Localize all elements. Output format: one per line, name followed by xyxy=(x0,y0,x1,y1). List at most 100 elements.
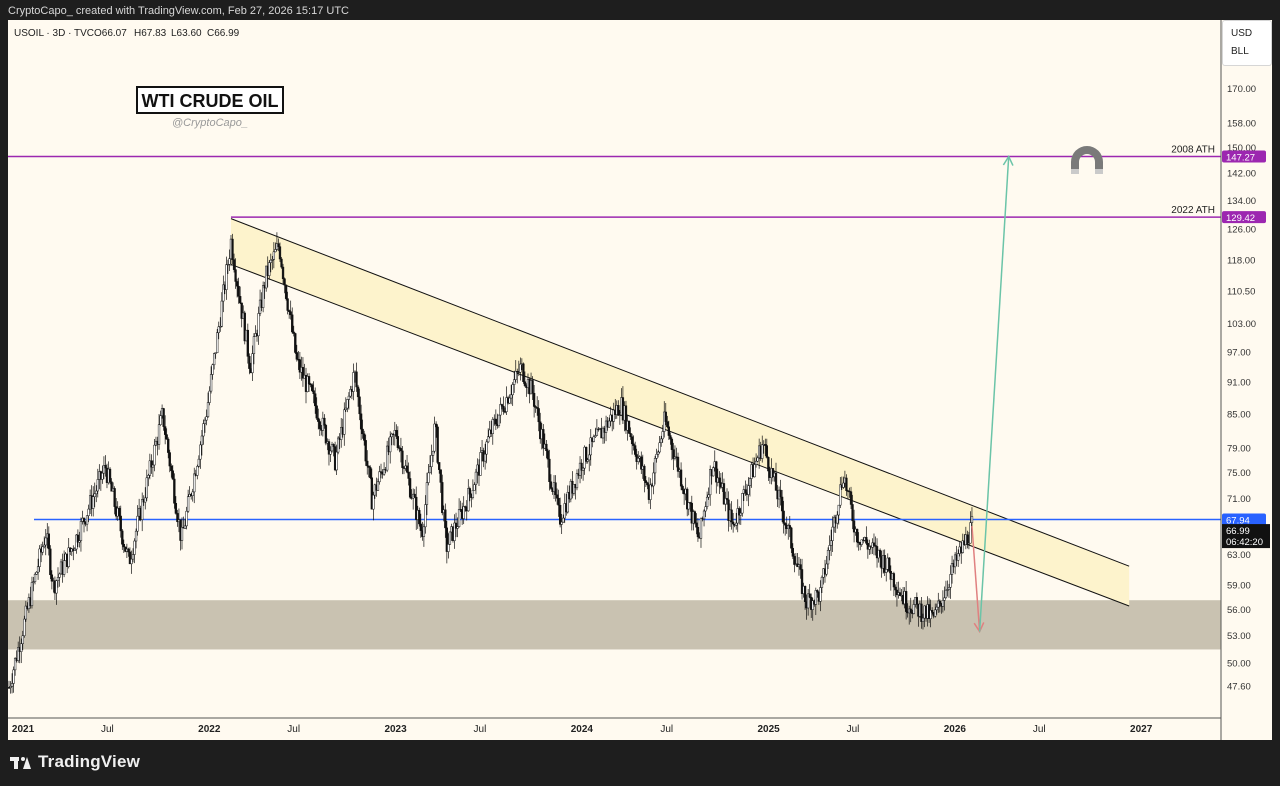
candle-body xyxy=(232,259,236,270)
candle-body xyxy=(327,441,331,455)
candle-body xyxy=(545,443,548,452)
candle-body xyxy=(234,269,237,282)
candle-body xyxy=(38,548,41,567)
candle-body xyxy=(491,419,494,434)
candle-body xyxy=(269,259,272,263)
candle-body xyxy=(170,465,173,471)
candle-body xyxy=(240,302,243,319)
candle-body xyxy=(689,502,692,504)
candle-body xyxy=(310,384,314,391)
ath-label: 2008 ATH xyxy=(1171,145,1215,156)
candle-body xyxy=(724,498,727,505)
candle-body xyxy=(118,507,121,517)
candle-body xyxy=(950,563,954,575)
candle-body xyxy=(748,478,752,486)
chart-title-box xyxy=(136,86,284,114)
candle-body xyxy=(32,581,35,583)
candle-body xyxy=(468,488,471,495)
candle-body xyxy=(888,557,891,572)
candle-body xyxy=(335,451,338,471)
x-tick-label: 2026 xyxy=(944,724,967,735)
candle-body xyxy=(970,516,974,523)
price-chart[interactable]: 47.60 50.00 53.00 56.00 59.00 63.00 71.00 75.00… xyxy=(7,20,1272,740)
candle-body xyxy=(868,546,871,550)
candle-body xyxy=(646,482,649,486)
candle-body xyxy=(235,281,239,287)
candle-body xyxy=(252,336,256,354)
candle-body xyxy=(434,423,438,428)
candle-body xyxy=(566,491,569,513)
candle-body xyxy=(921,617,925,622)
currency-box[interactable]: USD BLL xyxy=(1222,20,1272,66)
candle-body xyxy=(257,313,260,337)
candle-body xyxy=(268,262,271,276)
candle-body xyxy=(261,285,265,308)
candle-body xyxy=(398,447,401,449)
candle-body xyxy=(324,425,328,444)
ohlc-high: H67.83 xyxy=(134,28,167,39)
candle-body xyxy=(36,566,40,573)
y-tick-label: 158.00 xyxy=(1227,119,1256,130)
candle-body xyxy=(286,298,289,311)
candle-body xyxy=(439,469,442,483)
candle-body xyxy=(793,556,796,565)
candle-body xyxy=(425,482,429,505)
candle-body xyxy=(966,534,969,545)
candle-body xyxy=(467,488,470,512)
candle-body xyxy=(718,477,721,483)
price-tag-value: 129.42 xyxy=(1226,213,1255,224)
candle-body xyxy=(167,438,170,453)
up-arrow-head xyxy=(1002,154,1014,166)
candle-body xyxy=(790,527,793,549)
candle-body xyxy=(355,371,358,388)
tradingview-logo[interactable]: TradingView xyxy=(10,752,140,772)
candle-body xyxy=(17,647,20,661)
candle-body xyxy=(707,494,710,498)
y-tick-label: 59.00 xyxy=(1227,581,1251,592)
candle-body xyxy=(329,450,332,455)
candle-body xyxy=(197,458,200,467)
candle-body xyxy=(222,284,225,302)
candle-body xyxy=(725,498,729,501)
candle-body xyxy=(660,438,663,444)
candle-body xyxy=(730,509,733,523)
candle-body xyxy=(627,420,631,434)
candle-body xyxy=(560,521,563,525)
candle-body xyxy=(666,421,669,428)
candle-body xyxy=(200,435,204,446)
candle-body xyxy=(141,499,144,520)
candle-body xyxy=(937,600,940,608)
candle-body xyxy=(546,450,550,460)
candle-body xyxy=(389,436,392,453)
candle-body xyxy=(337,437,340,453)
candle-body xyxy=(739,512,742,516)
channel-lower-line xyxy=(230,263,1130,607)
candle-body xyxy=(483,453,487,462)
channel-upper-line xyxy=(230,218,1130,567)
candle-body xyxy=(588,454,591,461)
candle-body xyxy=(209,374,213,392)
candle-body xyxy=(301,367,305,379)
candle-body xyxy=(292,331,295,334)
candle-body xyxy=(735,522,738,526)
candle-body xyxy=(878,549,882,557)
candle-body xyxy=(101,472,104,480)
candle-body xyxy=(173,478,176,504)
candle-body xyxy=(471,490,475,498)
candle-body xyxy=(211,364,214,375)
candle-body xyxy=(359,413,363,430)
candle-body xyxy=(185,510,188,527)
candle-body xyxy=(499,404,502,416)
candle-body xyxy=(839,484,842,506)
candle-body xyxy=(165,434,168,440)
support-zone xyxy=(8,600,1221,650)
candle-body xyxy=(363,433,366,441)
candle-body xyxy=(699,517,703,539)
candle-body xyxy=(617,405,620,416)
candle-body xyxy=(58,573,61,578)
current-price-tag xyxy=(1222,524,1270,549)
candle-body xyxy=(575,473,579,489)
candle-body xyxy=(644,480,648,484)
chart-frame[interactable]: 47.60 50.00 53.00 56.00 59.00 63.00 71.00 75.00… xyxy=(7,20,1272,740)
candle-body xyxy=(128,551,132,565)
